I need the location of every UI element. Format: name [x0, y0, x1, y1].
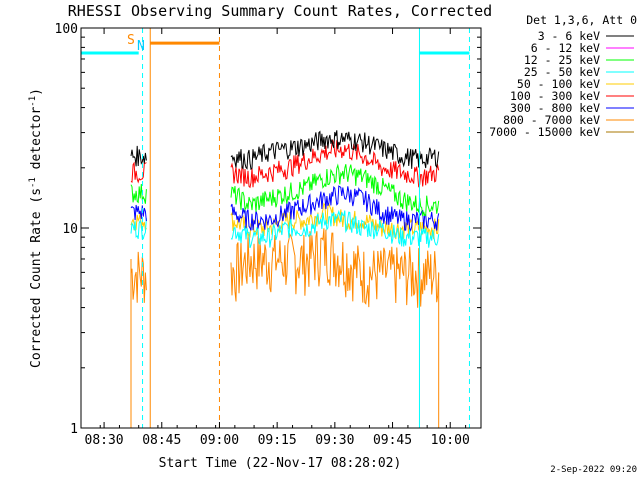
legend-header: Det 1,3,6, Att 0 — [526, 13, 637, 27]
x-tick-label: 10:00 — [431, 433, 470, 448]
y-tick-label: 100 — [55, 22, 78, 37]
legend-label: 12 - 25 keV — [524, 53, 600, 67]
trace-25to50keV — [130, 218, 147, 240]
x-tick-label: 08:30 — [85, 433, 124, 448]
legend-label: 50 - 100 keV — [517, 77, 600, 91]
y-tick-label: 10 — [62, 222, 78, 237]
trace-25to50keV — [230, 209, 440, 249]
legend-label: 300 - 800 keV — [510, 101, 600, 115]
timestamp: 2-Sep-2022 09:20 — [550, 465, 637, 475]
x-tick-label: 08:45 — [142, 433, 181, 448]
x-tick-label: 09:00 — [200, 433, 239, 448]
trace-300to800keV — [230, 185, 440, 232]
chart-title: RHESSI Observing Summary Count Rates, Co… — [68, 2, 492, 20]
trace-800to7000keV — [230, 228, 440, 308]
legend-label: 100 - 300 keV — [510, 89, 600, 103]
trace-800to7000keV — [130, 251, 147, 303]
flag-s: S — [127, 33, 135, 48]
legend-label: 25 - 50 keV — [524, 65, 600, 79]
x-tick-label: 09:45 — [373, 433, 412, 448]
x-ticks: 08:30 08:45 09:00 09:15 09:30 09:45 10:00 — [80, 28, 470, 448]
legend-label: 6 - 12 keV — [531, 41, 600, 55]
trace-12to25keV — [130, 183, 147, 204]
x-tick-label: 09:15 — [258, 433, 297, 448]
data-traces — [130, 130, 440, 428]
trace-3to6keV — [230, 130, 440, 171]
trace-12to25keV — [230, 163, 440, 217]
trace-100to300keV — [130, 161, 147, 184]
trace-50to100keV — [130, 211, 147, 232]
trace-3to6keV — [130, 145, 147, 167]
x-tick-label: 09:30 — [315, 433, 354, 448]
trace-100to300keV — [230, 139, 440, 189]
flag-n: N — [137, 39, 145, 54]
y-axis-label: Corrected Count Rate (s-1 detector-1) — [28, 88, 44, 368]
legend-label: 800 - 7000 keV — [503, 113, 600, 127]
legend-label: 7000 - 15000 keV — [489, 125, 600, 139]
trace-300to800keV — [130, 204, 147, 222]
legend-label: 3 - 6 keV — [538, 29, 600, 43]
y-tick-label: 1 — [70, 422, 78, 437]
y-ticks: 1 10 100 — [55, 22, 481, 437]
x-axis-label: Start Time (22-Nov-17 08:28:02) — [159, 456, 402, 471]
